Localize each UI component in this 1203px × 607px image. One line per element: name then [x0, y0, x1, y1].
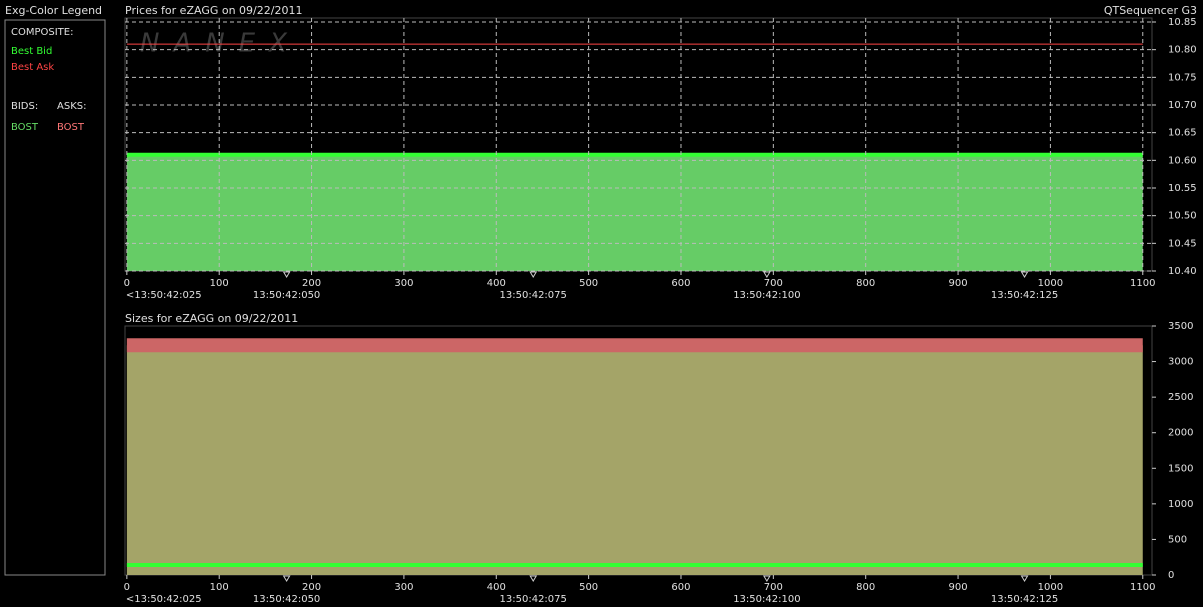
x-tick-label: 200 [302, 582, 321, 593]
x-tick-label: 500 [579, 582, 598, 593]
watermark: NANEX [140, 29, 301, 59]
x-tick-label: 300 [394, 582, 413, 593]
time-marker [282, 271, 291, 278]
x-tick-label: 100 [210, 582, 229, 593]
time-marker [1020, 271, 1029, 278]
y-tick-label: 2000 [1168, 428, 1193, 439]
y-tick-label: 0 [1168, 570, 1174, 581]
app-title: QTSequencer G3 [1104, 4, 1197, 17]
legend-title: Exg-Color Legend [5, 4, 102, 17]
y-tick-label: 1500 [1168, 463, 1193, 474]
x-tick-label: 0 [124, 582, 130, 593]
time-label: 13:50:42:075 [500, 594, 567, 605]
x-tick-label: 900 [949, 582, 968, 593]
time-label: 13:50:42:125 [991, 290, 1058, 301]
x-tick-label: 700 [764, 582, 783, 593]
y-tick-label: 10.85 [1168, 17, 1197, 28]
time-marker [1020, 575, 1029, 582]
composite-label: COMPOSITE: [11, 27, 73, 38]
legend-ask: BOST [57, 122, 85, 133]
x-tick-label: 800 [856, 278, 875, 289]
time-label: <13:50:42:025 [126, 290, 202, 301]
time-label: 13:50:42:125 [991, 594, 1058, 605]
chart-title: Sizes for eZAGG on 09/22/2011 [125, 312, 298, 325]
legend-item: Best Ask [11, 62, 54, 73]
x-tick-label: 800 [856, 582, 875, 593]
series-area [126, 154, 1143, 271]
time-label: 13:50:42:075 [500, 290, 567, 301]
x-tick-label: 0 [124, 278, 130, 289]
y-tick-label: 10.75 [1168, 72, 1197, 83]
time-label: 13:50:42:100 [733, 290, 800, 301]
x-tick-label: 600 [671, 582, 690, 593]
x-tick-label: 100 [210, 278, 229, 289]
y-tick-label: 10.65 [1168, 128, 1197, 139]
x-tick-label: 200 [302, 278, 321, 289]
y-tick-label: 10.60 [1168, 155, 1197, 166]
y-tick-label: 10.40 [1168, 266, 1197, 277]
x-tick-label: 700 [764, 278, 783, 289]
y-tick-label: 10.50 [1168, 211, 1197, 222]
y-tick-label: 1000 [1168, 499, 1193, 510]
y-tick-label: 10.45 [1168, 238, 1197, 249]
asks-label: ASKS: [57, 101, 86, 112]
time-marker [529, 271, 538, 278]
bids-label: BIDS: [11, 101, 38, 112]
y-tick-label: 10.55 [1168, 183, 1197, 194]
x-tick-label: 400 [487, 582, 506, 593]
x-tick-label: 400 [487, 278, 506, 289]
legend-item: Best Bid [11, 46, 52, 57]
legend-panel [4, 19, 106, 576]
time-marker [282, 575, 291, 582]
x-tick-label: 500 [579, 278, 598, 289]
time-label: 13:50:42:050 [253, 290, 320, 301]
y-tick-label: 500 [1168, 534, 1187, 545]
time-marker [762, 271, 771, 278]
x-tick-label: 600 [671, 278, 690, 289]
x-tick-label: 1000 [1038, 278, 1063, 289]
x-tick-label: 1100 [1130, 582, 1155, 593]
chart-title: Prices for eZAGG on 09/22/2011 [125, 4, 302, 17]
time-marker [762, 575, 771, 582]
y-tick-label: 10.80 [1168, 45, 1197, 56]
x-tick-label: 1100 [1130, 278, 1155, 289]
series-area [126, 345, 1143, 575]
time-label: 13:50:42:100 [733, 594, 800, 605]
y-tick-label: 10.70 [1168, 100, 1197, 111]
y-tick-label: 2500 [1168, 392, 1193, 403]
y-tick-label: 3500 [1168, 321, 1193, 332]
x-tick-label: 300 [394, 278, 413, 289]
y-tick-label: 3000 [1168, 357, 1193, 368]
time-marker [529, 575, 538, 582]
legend-bid: BOST [11, 122, 39, 133]
time-label: 13:50:42:050 [253, 594, 320, 605]
x-tick-label: 900 [949, 278, 968, 289]
time-label: <13:50:42:025 [126, 594, 202, 605]
x-tick-label: 1000 [1038, 582, 1063, 593]
